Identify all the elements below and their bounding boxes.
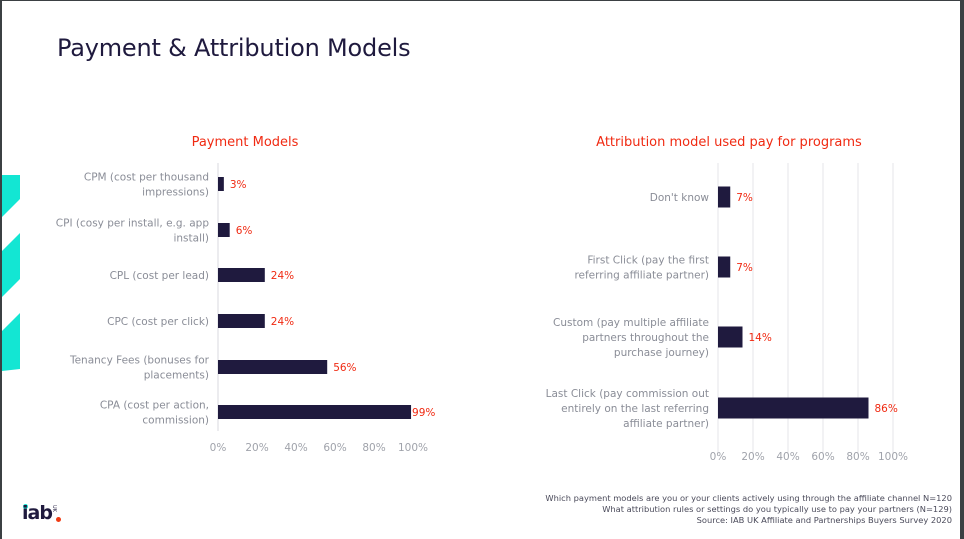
- category-label-line: Don't know: [650, 192, 710, 204]
- attribution-tick-label: 100%: [878, 451, 908, 463]
- category-label-line: impressions): [142, 187, 209, 199]
- payment-tick-label: 40%: [284, 442, 307, 454]
- category-label-line: commission): [142, 415, 209, 427]
- decorative-stripes: [2, 175, 20, 371]
- attribution-bar: [718, 326, 743, 348]
- category-label-line: Tenancy Fees (bonuses for: [69, 355, 210, 367]
- category-label-line: CPA (cost per action,: [100, 400, 209, 412]
- attribution-bar: [718, 186, 731, 208]
- footnote-line-3: Source: IAB UK Affiliate and Partnership…: [696, 515, 952, 525]
- category-label-line: CPI (cosy per install, e.g. app: [56, 218, 210, 230]
- attribution-category-label: Last Click (pay commission out entirely o…: [546, 388, 709, 430]
- payment-value-label: 24%: [271, 316, 294, 328]
- iab-logo: iab UK: [20, 502, 70, 528]
- payment-bar: [218, 314, 265, 328]
- payment-tick-label: 100%: [398, 442, 428, 454]
- attribution-tick-label: 20%: [741, 451, 764, 463]
- logo-dot-red: [56, 517, 61, 522]
- payment-bar: [218, 177, 224, 191]
- category-label-line: entirely on the last referring: [561, 403, 709, 415]
- logo-text: iab: [22, 502, 53, 524]
- attribution-tick-label: 40%: [776, 451, 799, 463]
- category-label-line: purchase journey): [614, 347, 709, 359]
- page-title: Payment & Attribution Models: [57, 34, 411, 62]
- payment-value-label: 6%: [236, 225, 253, 237]
- payment-category-label: CPM (cost per thousand impressions): [84, 172, 209, 199]
- decor-stripe-2: [2, 233, 20, 297]
- attribution-value-label: 14%: [749, 332, 772, 344]
- category-label-line: Last Click (pay commission out: [546, 388, 709, 400]
- payment-category-label: Tenancy Fees (bonuses for placements): [69, 355, 210, 382]
- payment-chart-title: Payment Models: [191, 135, 299, 150]
- attribution-value-label: 86%: [875, 403, 898, 415]
- payment-bar: [218, 223, 230, 237]
- attribution-category-label: Don't know: [650, 192, 710, 204]
- decor-stripe-3: [2, 313, 20, 371]
- attribution-value-label: 7%: [736, 262, 753, 274]
- payment-value-label: 3%: [230, 179, 247, 191]
- category-label-line: First Click (pay the first: [587, 255, 709, 267]
- category-label-line: partners throughout the: [582, 332, 709, 344]
- payment-category-label: CPC (cost per click): [107, 316, 209, 328]
- logo-dot-cyan: [23, 504, 28, 509]
- payment-bar: [218, 360, 328, 374]
- category-label-line: Custom (pay multiple affiliate: [553, 317, 709, 329]
- footnote-line-2: What attribution rules or settings do yo…: [602, 504, 952, 514]
- attribution-bar: [718, 397, 869, 419]
- decor-stripe-1: [2, 175, 20, 217]
- category-label-line: affiliate partner): [623, 418, 709, 430]
- payment-tick-label: 20%: [245, 442, 268, 454]
- footnote-line-1: Which payment models are you or your cli…: [545, 493, 952, 503]
- payment-category-label: CPL (cost per lead): [110, 270, 209, 282]
- logo-uk: UK: [51, 505, 57, 512]
- payment-category-label: CPA (cost per action, commission): [100, 400, 209, 427]
- payment-bar: [218, 268, 265, 282]
- category-label-line: referring affiliate partner): [574, 270, 709, 282]
- category-label-line: CPL (cost per lead): [110, 270, 209, 282]
- attribution-value-label: 7%: [736, 192, 753, 204]
- payment-bar: [218, 405, 412, 419]
- attribution-tick-label: 80%: [846, 451, 869, 463]
- attribution-chart-title: Attribution model used pay for programs: [596, 135, 862, 150]
- attribution-category-label: Custom (pay multiple affiliate partners t…: [553, 317, 709, 359]
- payment-tick-label: 80%: [362, 442, 385, 454]
- payment-category-label: CPI (cosy per install, e.g. app install): [56, 218, 210, 245]
- category-label-line: install): [173, 233, 209, 245]
- attribution-category-label: First Click (pay the first referring affi…: [574, 255, 709, 282]
- category-label-line: CPC (cost per click): [107, 316, 209, 328]
- footnote: Which payment models are you or your cli…: [545, 493, 952, 526]
- attribution-tick-label: 0%: [710, 451, 727, 463]
- payment-tick-label: 0%: [210, 442, 227, 454]
- category-label-line: placements): [144, 370, 209, 382]
- payment-tick-label: 60%: [323, 442, 346, 454]
- attribution-bar: [718, 256, 731, 278]
- category-label-line: CPM (cost per thousand: [84, 172, 209, 184]
- payment-value-label: 56%: [333, 362, 356, 374]
- payment-value-label: 24%: [271, 270, 294, 282]
- attribution-tick-label: 60%: [811, 451, 834, 463]
- payment-value-label: 99%: [412, 407, 435, 419]
